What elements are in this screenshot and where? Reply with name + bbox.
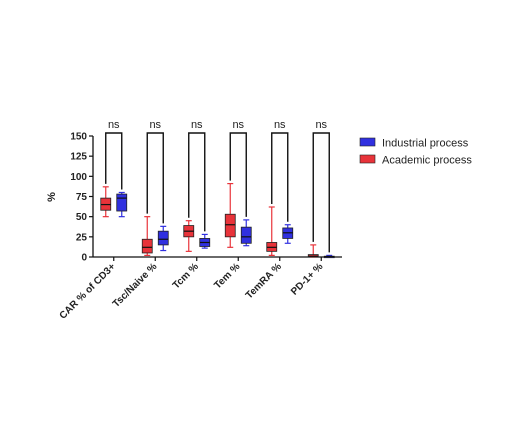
significance-bracket [105, 132, 123, 190]
x-axis-group: CAR % of CD3+Tsc/Naive % Tcm % Tem % TemRA … [58, 257, 325, 322]
significance-bracket [271, 132, 289, 222]
x-tick-label: PD-1+ % [289, 261, 325, 297]
significance-bracket [312, 132, 330, 253]
y-tick-label: 25 [76, 232, 88, 243]
box-rect [141, 238, 153, 254]
significance-group: ns ns ns ns ns ns [105, 119, 330, 253]
significance-label: ns [108, 119, 120, 131]
y-tick-label: 150 [70, 132, 87, 143]
y-tick-label: 100 [70, 172, 87, 183]
significance-bracket [146, 132, 164, 224]
legend-label: Academic process [382, 155, 472, 167]
box-plot [224, 182, 236, 248]
y-axis-group: 0 25 50 75 100 125 150% [46, 132, 342, 264]
y-tick-label: 50 [76, 212, 88, 223]
x-tick-label: Tcm % [171, 261, 201, 291]
x-tick-label: Tem % [212, 261, 242, 291]
y-tick-label: 125 [70, 152, 87, 163]
box-plot [141, 216, 153, 256]
box-plot [199, 233, 211, 249]
legend-label: Industrial process [382, 138, 469, 150]
legend-swatch [359, 154, 376, 164]
y-tick-label: 0 [81, 253, 87, 264]
box-rect [224, 213, 236, 238]
x-tick-label: CAR % of CD3+ [58, 261, 118, 321]
significance-label: ns [149, 119, 161, 131]
box-rect [240, 226, 252, 244]
x-tick-label: TemRA % [244, 261, 284, 301]
significance-label: ns [232, 119, 244, 131]
box-plot [116, 191, 128, 218]
x-tick-label: Tsc/Naive % [111, 261, 160, 310]
box-plot [240, 219, 252, 247]
box-series-group [100, 182, 335, 259]
box-plot [183, 220, 195, 252]
box-plot [157, 225, 169, 252]
significance-label: ns [274, 119, 286, 131]
significance-bracket [188, 132, 206, 232]
box-plot [307, 244, 319, 258]
legend-swatch [359, 137, 376, 147]
box-plot [266, 206, 278, 256]
box-plot [282, 224, 294, 244]
significance-label: ns [315, 119, 327, 131]
significance-label: ns [191, 119, 203, 131]
box-plot [100, 186, 112, 218]
box-plot [323, 254, 335, 259]
box-rect [116, 193, 128, 212]
box-rect [157, 230, 169, 246]
y-axis-title: % [46, 192, 58, 202]
significance-bracket [229, 132, 247, 217]
legend: Industrial process Academic process [359, 137, 472, 167]
y-tick-label: 75 [76, 192, 88, 203]
